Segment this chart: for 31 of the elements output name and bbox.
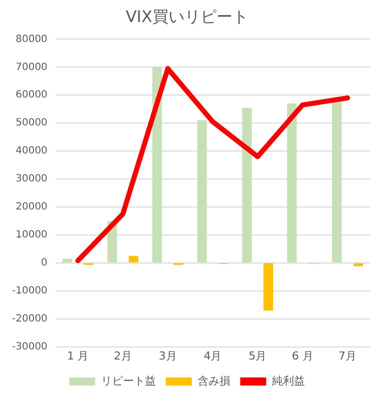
y-tick-label: -10000 — [12, 285, 48, 296]
x-tick-label: 7月 — [338, 349, 357, 362]
bar — [242, 108, 252, 262]
y-tick-label: 0 — [41, 258, 48, 269]
y-tick-label: 50000 — [16, 118, 48, 129]
bar — [353, 263, 364, 266]
y-tick-label: -20000 — [12, 313, 48, 324]
y-tick-label: 70000 — [16, 62, 48, 73]
bar — [287, 104, 297, 262]
y-tick-label: 60000 — [16, 90, 48, 101]
x-tick-label: 1 月 — [67, 349, 89, 362]
bar — [264, 263, 274, 310]
legend-label: リピート益 — [100, 374, 156, 388]
y-tick-label: -30000 — [12, 341, 48, 352]
y-tick-label: 80000 — [16, 34, 48, 45]
y-tick-label: 30000 — [16, 174, 48, 185]
y-tick-label: 10000 — [16, 230, 48, 241]
legend-label: 純利益 — [272, 374, 305, 388]
chart-title: VIX買いリピート — [126, 6, 248, 26]
x-tick-label: 6 月 — [292, 349, 314, 362]
legend-label: 含み損 — [197, 374, 230, 388]
x-tick-label: 3月 — [158, 349, 177, 362]
x-tick-label: 5月 — [248, 349, 267, 362]
y-tick-label: 40000 — [16, 146, 48, 157]
bar — [128, 256, 138, 262]
bar — [152, 67, 162, 262]
x-tick-label: 2月 — [114, 349, 132, 362]
x-tick-label: 4月 — [204, 349, 222, 362]
y-tick-label: 20000 — [16, 202, 48, 213]
bar — [197, 120, 207, 262]
bar — [62, 258, 72, 262]
